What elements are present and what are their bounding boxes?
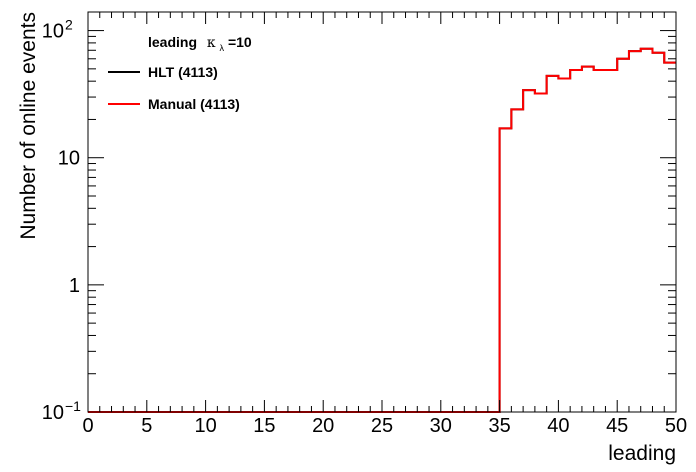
y-tick-label: 10 [58, 148, 80, 170]
legend-header: leading κ λ =10 [148, 34, 252, 54]
x-tick-label: 20 [312, 415, 334, 437]
y-tick-exponent: −1 [65, 398, 81, 414]
x-tick-label: 5 [141, 415, 152, 437]
x-tick-label: 45 [606, 415, 628, 437]
x-tick-label: 15 [253, 415, 275, 437]
x-axis-title: leading [608, 442, 676, 465]
legend-header-subscript: λ [220, 43, 225, 53]
series-line-manual [88, 47, 676, 413]
x-tick-label: 35 [488, 415, 510, 437]
legend-entry-label: Manual (4113) [148, 96, 240, 112]
x-tick-label: 0 [82, 415, 93, 437]
y-axis-title: Number of online events [17, 12, 40, 240]
series-layer [88, 47, 676, 413]
x-tick-label: 25 [371, 415, 393, 437]
legend-header-text: leading [148, 34, 197, 50]
legend: leading κ λ =10 HLT (4113) Manual (4113) [108, 34, 252, 112]
legend-entry-label: HLT (4113) [148, 64, 218, 80]
y-tick-exponent: 2 [65, 17, 73, 33]
y-tick-label: 1 [69, 275, 80, 297]
y-tick-label: 10 [42, 402, 64, 424]
x-tick-label: 30 [430, 415, 452, 437]
x-tick-label: 10 [194, 415, 216, 437]
x-tick-label: 50 [665, 415, 687, 437]
x-axis: 0 5 10 15 20 25 30 35 40 45 50 [82, 12, 687, 437]
x-tick-label: 40 [547, 415, 569, 437]
legend-header-symbol: κ [207, 35, 216, 51]
y-tick-label: 10 [42, 21, 64, 43]
legend-header-value: =10 [228, 34, 252, 50]
